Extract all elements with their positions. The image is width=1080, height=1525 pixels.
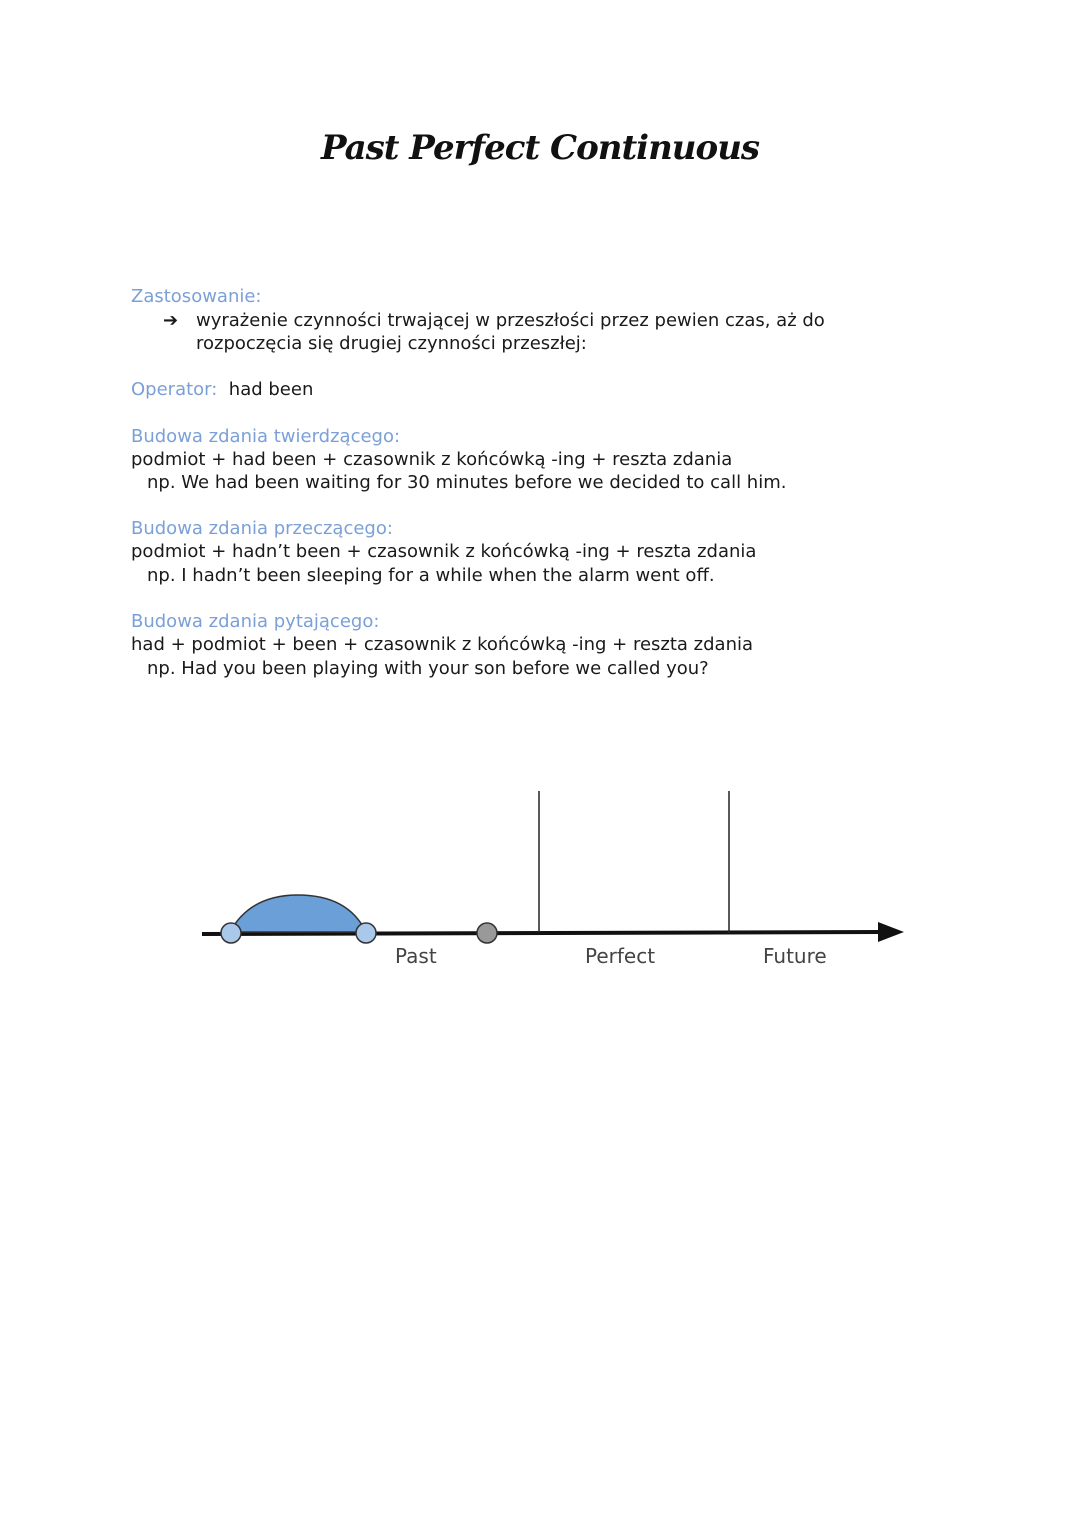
arrow-right-icon: ➔ — [163, 310, 179, 331]
operator-value: had been — [228, 379, 314, 400]
operator-label: Operator: — [131, 379, 218, 400]
usage-heading: Zastosowanie: — [131, 286, 262, 307]
negative-example: np. I hadn’t been sleeping for a while w… — [147, 565, 715, 586]
question-example: np. Had you been playing with your son b… — [147, 658, 709, 679]
question-formula: had + podmiot + been + czasownik z końcó… — [131, 634, 754, 655]
question-heading: Budowa zdania pytającego: — [131, 611, 380, 632]
past-event-point — [476, 922, 498, 944]
operator-row: Operator: had been — [131, 378, 313, 401]
duration-arc — [228, 894, 368, 933]
label-future: Future — [763, 944, 827, 968]
page-title: Past Perfect Continuous — [320, 128, 760, 168]
affirmative-formula: podmiot + had been + czasownik z końcówk… — [131, 449, 733, 470]
affirmative-example: np. We had been waiting for 30 minutes b… — [147, 472, 787, 493]
end-point — [355, 922, 377, 944]
negative-heading: Budowa zdania przeczącego: — [131, 518, 393, 539]
label-perfect: Perfect — [585, 944, 655, 968]
timeline-axis — [201, 930, 883, 936]
usage-line: rozpoczęcia się drugiej czynności przesz… — [196, 333, 587, 354]
affirmative-heading: Budowa zdania twierdzącego: — [131, 426, 401, 447]
start-point — [220, 922, 242, 944]
negative-formula: podmiot + hadn’t been + czasownik z końc… — [131, 541, 757, 562]
arrow-head-icon — [878, 922, 904, 942]
label-past: Past — [395, 944, 437, 968]
usage-line: wyrażenie czynności trwającej w przeszło… — [196, 310, 825, 331]
